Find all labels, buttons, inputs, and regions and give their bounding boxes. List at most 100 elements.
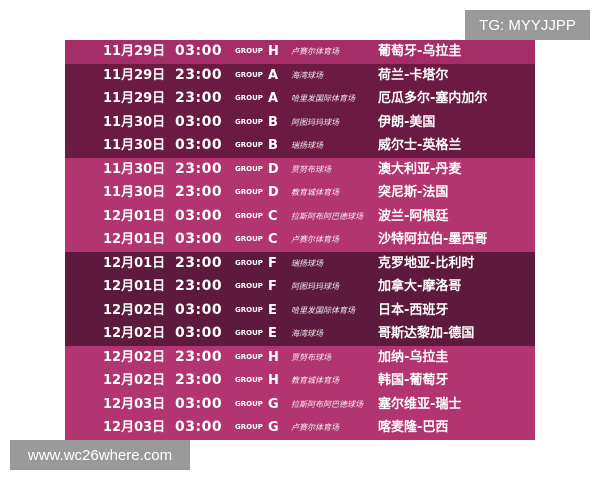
watermark: TG: MYYJJPP (465, 10, 590, 40)
venue: 贾努布球场 (291, 352, 331, 362)
schedule-row: 12月01日 23:00 GROUP F 阿图玛玛球场 加拿大-摩洛哥 (65, 275, 535, 299)
venue: 拉斯阿布阿巴德球场 (291, 399, 363, 409)
schedule-row: 12月01日 23:00 GROUP F 瑞扬球场 克罗地亚-比利时 (65, 251, 535, 276)
time: 23:00 (175, 90, 223, 107)
venue: 瑞扬球场 (291, 141, 323, 151)
date: 12月02日 (103, 326, 166, 342)
group-label: GROUP (235, 305, 263, 314)
schedule-row: 12月02日 03:00 GROUP E 海湾球场 哥斯达黎加-德国 (65, 322, 535, 346)
time: 23:00 (175, 348, 223, 365)
match: 葡萄牙-乌拉圭 (378, 44, 462, 59)
match: 波兰-阿根廷 (378, 208, 449, 224)
schedule-row: 12月02日 23:00 GROUP H 贾努布球场 加纳-乌拉圭 (65, 345, 535, 370)
match: 沙特阿拉伯-墨西哥 (378, 232, 488, 248)
group: G (268, 420, 279, 436)
venue: 拉斯阿布阿巴德球场 (291, 211, 363, 221)
venue: 阿图玛玛球场 (291, 117, 339, 127)
schedule-row: 11月30日 23:00 GROUP D 贾努布球场 澳大利亚-丹麦 (65, 157, 535, 182)
date: 11月30日 (103, 138, 166, 154)
time: 23:00 (175, 160, 223, 177)
date: 12月03日 (103, 396, 166, 412)
group: D (268, 185, 279, 201)
group: H (268, 44, 279, 59)
schedule-board: 11月29日 03:00 GROUP H 卢赛尔体育场 葡萄牙-乌拉圭 11月29日 23:0… (65, 40, 535, 440)
schedule-row: 12月03日 03:00 GROUP G 拉斯阿布阿巴德球场 塞尔维亚-瑞士 (65, 392, 535, 417)
date: 11月29日 (103, 91, 166, 107)
date: 11月29日 (103, 44, 166, 59)
match: 韩国-葡萄牙 (378, 373, 449, 389)
date: 12月01日 (103, 279, 166, 295)
time: 23:00 (175, 66, 223, 83)
venue: 贾努布球场 (291, 164, 331, 174)
group: G (268, 396, 279, 412)
group-label: GROUP (235, 164, 263, 173)
date: 12月02日 (103, 302, 166, 318)
schedule-row: 11月30日 23:00 GROUP D 教育城体育场 突尼斯-法国 (65, 181, 535, 205)
group: H (268, 373, 279, 389)
group-label: GROUP (235, 211, 263, 220)
venue: 卢赛尔体育场 (291, 423, 339, 433)
group: C (268, 232, 278, 248)
schedule-row: 11月29日 23:00 GROUP A 海湾球场 荷兰-卡塔尔 (65, 63, 535, 88)
group: D (268, 161, 279, 177)
match: 加拿大-摩洛哥 (378, 279, 462, 295)
group-label: GROUP (235, 188, 263, 197)
venue: 哈里发国际体育场 (291, 305, 355, 315)
time: 23:00 (175, 184, 223, 201)
time: 03:00 (175, 231, 223, 248)
group-label: GROUP (235, 117, 263, 126)
group: F (268, 279, 277, 295)
time: 03:00 (175, 301, 223, 318)
time: 03:00 (175, 137, 223, 154)
venue: 哈里发国际体育场 (291, 94, 355, 104)
match: 塞尔维亚-瑞士 (378, 396, 462, 412)
venue: 教育城体育场 (291, 376, 339, 386)
group-label: GROUP (235, 47, 263, 55)
group: E (268, 326, 277, 342)
schedule-row: 11月29日 23:00 GROUP A 哈里发国际体育场 厄瓜多尔-塞内加尔 (65, 87, 535, 111)
group: A (268, 91, 279, 107)
time: 03:00 (175, 325, 223, 342)
group-label: GROUP (235, 141, 263, 150)
group-label: GROUP (235, 94, 263, 103)
time: 23:00 (175, 372, 223, 389)
schedule-row: 12月01日 03:00 GROUP C 卢赛尔体育场 沙特阿拉伯-墨西哥 (65, 228, 535, 252)
schedule-row: 12月01日 03:00 GROUP C 拉斯阿布阿巴德球场 波兰-阿根廷 (65, 204, 535, 229)
date: 11月30日 (103, 161, 166, 177)
group-label: GROUP (235, 376, 263, 385)
venue: 瑞扬球场 (291, 258, 323, 268)
venue: 海湾球场 (291, 70, 323, 80)
match: 威尔士-英格兰 (378, 138, 462, 154)
group-label: GROUP (235, 258, 263, 267)
match: 日本-西班牙 (378, 302, 449, 318)
date: 11月30日 (103, 114, 166, 130)
date: 12月01日 (103, 255, 166, 271)
date: 12月03日 (103, 420, 166, 436)
group-label: GROUP (235, 423, 263, 432)
match: 荷兰-卡塔尔 (378, 67, 449, 83)
match: 突尼斯-法国 (378, 185, 449, 201)
group-label: GROUP (235, 329, 263, 338)
time: 03:00 (175, 419, 223, 436)
venue: 教育城体育场 (291, 188, 339, 198)
venue: 海湾球场 (291, 329, 323, 339)
group: B (268, 114, 278, 130)
time: 23:00 (175, 254, 223, 271)
time: 03:00 (175, 43, 223, 59)
date: 11月30日 (103, 185, 166, 201)
match: 喀麦隆-巴西 (378, 420, 449, 436)
match: 加纳-乌拉圭 (378, 349, 449, 365)
group: B (268, 138, 278, 154)
venue: 阿图玛玛球场 (291, 282, 339, 292)
date: 12月02日 (103, 373, 166, 389)
group: A (268, 67, 279, 83)
venue: 卢赛尔体育场 (291, 235, 339, 245)
group: C (268, 208, 278, 224)
match: 克罗地亚-比利时 (378, 255, 475, 271)
group: F (268, 255, 277, 271)
watermark: www.wc26where.com (10, 440, 190, 470)
venue: 卢赛尔体育场 (291, 47, 339, 56)
schedule-row: 11月29日 03:00 GROUP H 卢赛尔体育场 葡萄牙-乌拉圭 (65, 40, 535, 64)
match: 哥斯达黎加-德国 (378, 326, 475, 342)
